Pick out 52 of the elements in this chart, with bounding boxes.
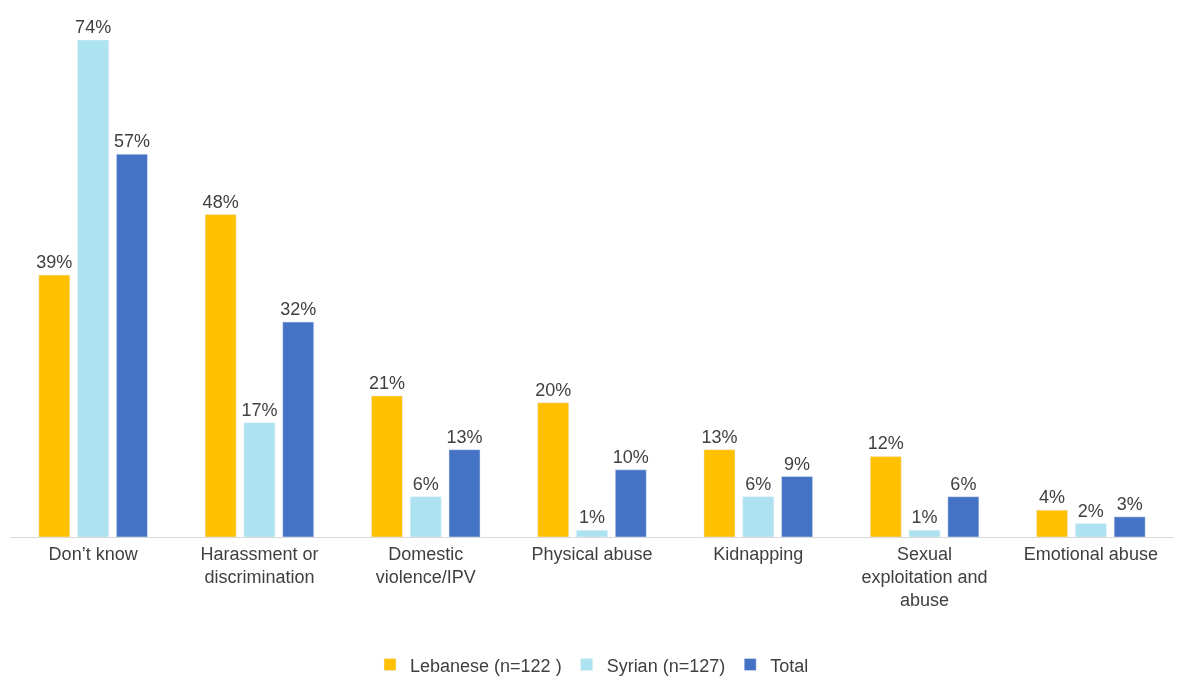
legend-label: Lebanese (n=122 ) — [410, 655, 562, 676]
bar — [371, 395, 403, 537]
bar — [243, 422, 276, 537]
bar — [947, 496, 980, 537]
data-label: 6% — [950, 473, 977, 494]
data-label: 17% — [241, 399, 278, 420]
bar — [409, 496, 442, 537]
bar — [1036, 509, 1068, 537]
x-tick-label: Emotional abuse — [1023, 543, 1158, 564]
data-label: 9% — [784, 453, 811, 474]
bar — [781, 476, 813, 537]
data-label: 74% — [75, 17, 112, 37]
data-label: 1% — [911, 507, 938, 528]
data-label: 13% — [446, 426, 483, 447]
data-label: 39% — [36, 252, 73, 273]
legend-label: Syrian (n=127) — [606, 655, 726, 676]
data-label: 6% — [412, 473, 439, 494]
data-label: 10% — [612, 446, 649, 467]
x-tick-label: Domestic violence/IPV — [375, 543, 476, 587]
bar — [204, 214, 237, 537]
data-label: 1% — [578, 507, 606, 528]
data-label: 57% — [113, 131, 150, 152]
x-tick-label: Kidnapping — [713, 543, 804, 564]
data-label: 32% — [280, 299, 317, 320]
data-label: 3% — [1116, 493, 1143, 514]
data-label: 21% — [368, 372, 405, 393]
data-label: 2% — [1077, 500, 1104, 521]
bar — [576, 530, 608, 537]
x-tick-label: Harassment or discrimination — [200, 543, 319, 587]
bar — [908, 530, 941, 537]
bar — [615, 469, 647, 537]
data-label: 6% — [745, 473, 772, 494]
data-label: 13% — [701, 426, 738, 447]
bar — [1075, 523, 1107, 537]
legend-label: Total — [770, 655, 809, 676]
bar — [742, 496, 775, 537]
bar — [282, 321, 314, 537]
bar — [1113, 516, 1146, 537]
data-label: 20% — [535, 379, 572, 400]
bar — [870, 456, 902, 537]
x-tick-label: Sexual exploitation and abuse — [861, 543, 988, 611]
x-tick-label: Don’t know — [48, 543, 139, 564]
bar — [38, 274, 71, 537]
bar — [116, 153, 148, 537]
bar — [77, 40, 109, 537]
data-label: 4% — [1039, 487, 1066, 508]
data-label: 48% — [202, 191, 239, 212]
bar — [703, 449, 736, 537]
bar — [448, 449, 481, 537]
x-tick-label: Physical abuse — [531, 543, 653, 564]
data-label: 12% — [867, 433, 904, 454]
bar — [537, 402, 569, 537]
